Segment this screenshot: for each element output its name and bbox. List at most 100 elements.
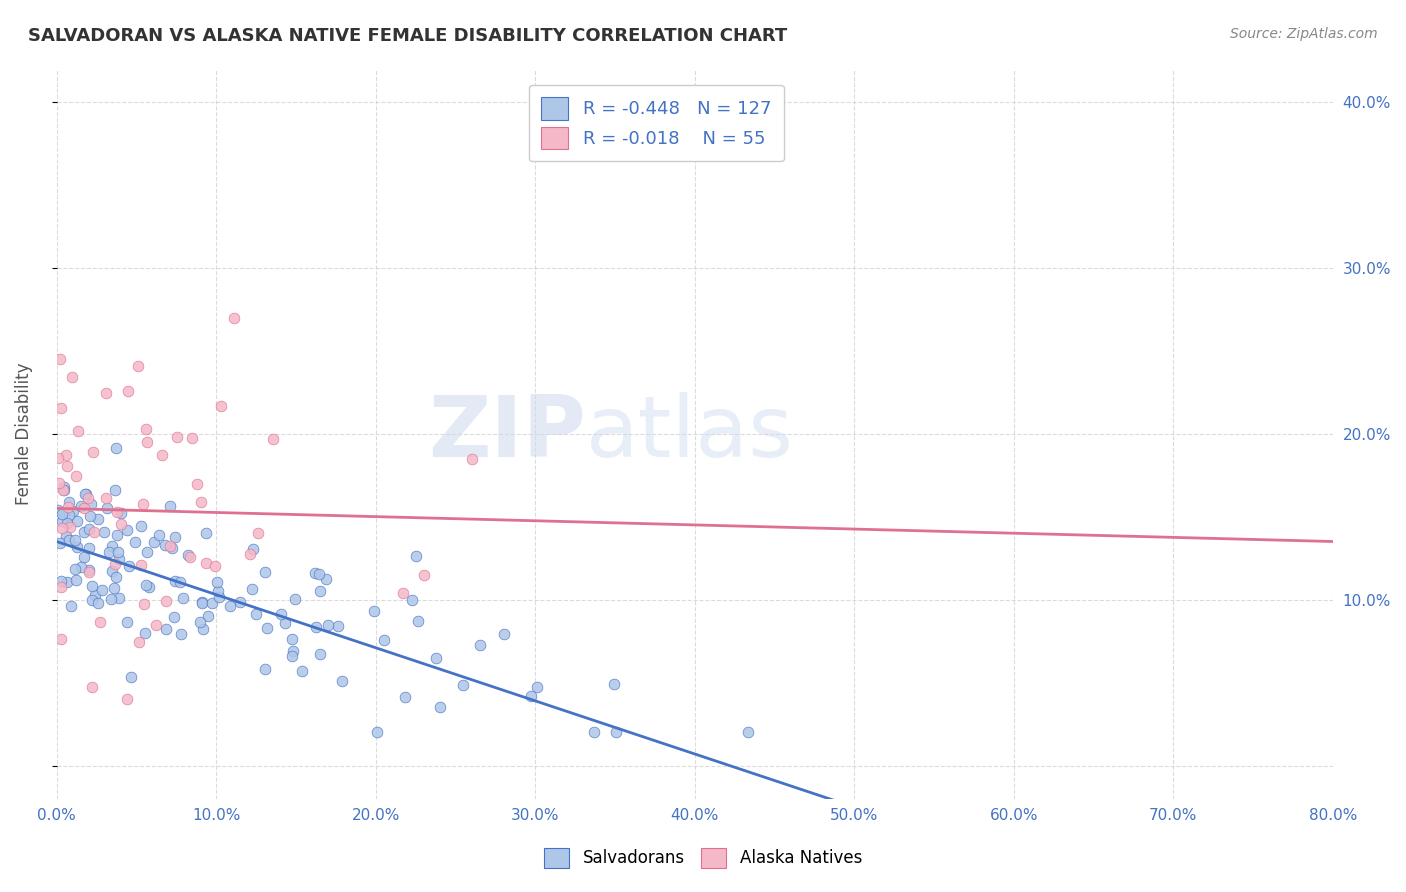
Point — [98, 545, 121, 559]
Point — [55, 448, 77, 462]
Point — [256, 621, 278, 635]
Point — [66, 515, 89, 529]
Point — [179, 549, 201, 564]
Point — [49, 574, 72, 589]
Point — [82, 445, 104, 459]
Point — [87, 596, 110, 610]
Point — [77, 541, 100, 555]
Point — [134, 626, 156, 640]
Point — [159, 499, 181, 513]
Point — [330, 673, 353, 688]
Point — [46, 451, 69, 466]
Point — [100, 592, 122, 607]
Point — [583, 725, 606, 739]
Point — [105, 570, 128, 584]
Point — [53, 480, 76, 494]
Point — [58, 494, 80, 508]
Point — [83, 525, 105, 540]
Point — [93, 524, 115, 539]
Point — [138, 581, 160, 595]
Point — [191, 596, 214, 610]
Point — [209, 400, 232, 414]
Text: ZIP: ZIP — [429, 392, 586, 475]
Point — [318, 618, 340, 632]
Point — [69, 560, 91, 574]
Point — [204, 559, 226, 574]
Point — [207, 584, 229, 599]
Point — [51, 401, 73, 416]
Point — [63, 533, 86, 548]
Point — [58, 508, 80, 523]
Point — [75, 486, 97, 500]
Point — [129, 558, 152, 573]
Point — [107, 545, 129, 559]
Point — [405, 549, 427, 563]
Point — [239, 547, 262, 561]
Point — [219, 599, 242, 613]
Point — [82, 578, 104, 592]
Point — [253, 565, 276, 579]
Point — [73, 501, 96, 516]
Point — [69, 499, 91, 513]
Point — [49, 632, 72, 646]
Point — [291, 664, 314, 678]
Point — [163, 530, 186, 544]
Point — [65, 469, 87, 483]
Point — [89, 615, 111, 630]
Y-axis label: Female Disability: Female Disability — [15, 362, 32, 505]
Point — [77, 563, 100, 577]
Point — [603, 676, 626, 690]
Point — [59, 520, 82, 534]
Legend: R = -0.448   N = 127, R = -0.018    N = 55: R = -0.448 N = 127, R = -0.018 N = 55 — [529, 85, 785, 161]
Point — [51, 507, 73, 521]
Point — [166, 430, 188, 444]
Point — [163, 610, 186, 624]
Point — [48, 475, 70, 490]
Point — [132, 597, 155, 611]
Point — [280, 632, 302, 646]
Point — [461, 451, 484, 466]
Point — [308, 566, 330, 581]
Point — [60, 599, 83, 614]
Point — [188, 615, 211, 630]
Point — [127, 359, 149, 373]
Point — [254, 662, 277, 676]
Point — [58, 533, 80, 547]
Point — [135, 435, 157, 450]
Point — [373, 632, 395, 647]
Point — [142, 535, 165, 549]
Point — [80, 497, 103, 511]
Point — [195, 557, 218, 571]
Point — [453, 678, 475, 692]
Point — [96, 500, 118, 515]
Point — [197, 608, 219, 623]
Point — [77, 522, 100, 536]
Point — [53, 483, 76, 497]
Point — [105, 528, 128, 542]
Point — [284, 591, 307, 606]
Point — [315, 572, 337, 586]
Point — [115, 692, 138, 706]
Point — [305, 620, 328, 634]
Point — [169, 575, 191, 590]
Point — [51, 514, 73, 528]
Point — [124, 535, 146, 549]
Point — [391, 586, 413, 600]
Point — [160, 541, 183, 555]
Point — [117, 384, 139, 398]
Point — [520, 690, 543, 704]
Point — [193, 623, 215, 637]
Point — [366, 725, 388, 739]
Point — [56, 500, 79, 514]
Point — [91, 583, 114, 598]
Legend: Salvadorans, Alaska Natives: Salvadorans, Alaska Natives — [537, 841, 869, 875]
Point — [100, 539, 122, 553]
Point — [135, 421, 157, 435]
Point — [49, 580, 72, 594]
Point — [56, 516, 79, 530]
Point — [229, 595, 252, 609]
Point — [108, 551, 131, 566]
Point — [155, 538, 177, 552]
Point — [117, 615, 139, 629]
Point — [79, 509, 101, 524]
